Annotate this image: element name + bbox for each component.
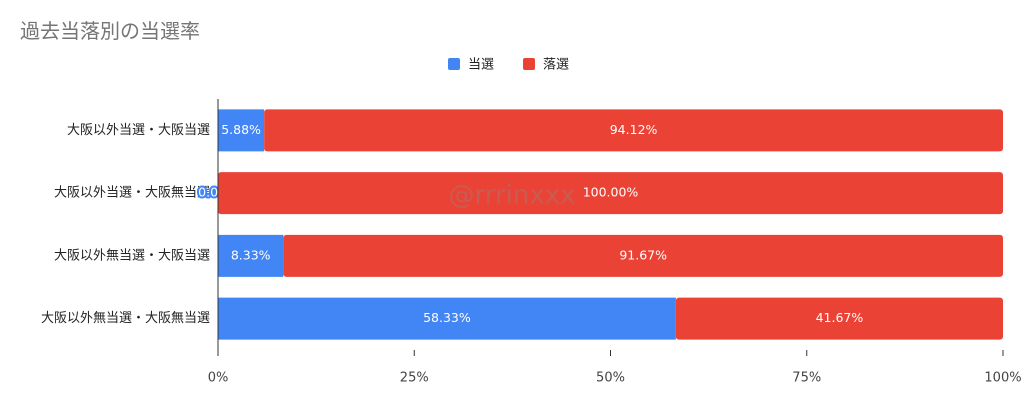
data-label: 41.67% — [816, 310, 864, 325]
x-tick-label: 0% — [208, 371, 229, 386]
bar-segment — [218, 234, 284, 277]
y-tick-label: 大阪以外無当選・大阪当選 — [54, 248, 210, 263]
bar-segment — [218, 109, 265, 152]
y-tick-label: 大阪以外当選・大阪当選 — [67, 123, 210, 138]
legend-swatch — [448, 58, 460, 70]
data-label: 58.33% — [423, 310, 471, 325]
y-tick-label: 大阪以外当選・大阪無当選 — [54, 186, 210, 201]
data-label: 100.00% — [583, 185, 639, 200]
bar-segment — [264, 109, 1004, 152]
x-tick-label: 50% — [596, 371, 625, 386]
legend-label: 落選 — [543, 58, 569, 73]
legend-swatch — [523, 58, 535, 70]
bar-segment — [218, 297, 676, 340]
data-label: 91.67% — [619, 247, 667, 262]
data-label: 5.88% — [221, 122, 261, 137]
watermark: @rrrinxxx — [448, 181, 575, 211]
x-tick-label: 100% — [984, 371, 1021, 386]
x-tick-label: 25% — [400, 371, 429, 386]
x-tick-label: 75% — [792, 371, 821, 386]
data-label: 8.33% — [231, 247, 271, 262]
y-tick-label: 大阪以外無当選・大阪無当選 — [41, 311, 210, 326]
bar-segment — [218, 172, 1003, 215]
bar-segment — [675, 297, 1003, 340]
legend-label: 当選 — [468, 58, 494, 73]
data-label: 94.12% — [610, 122, 658, 137]
bar-segment — [283, 234, 1003, 277]
chart-title: 過去当落別の当選率 — [20, 19, 200, 43]
